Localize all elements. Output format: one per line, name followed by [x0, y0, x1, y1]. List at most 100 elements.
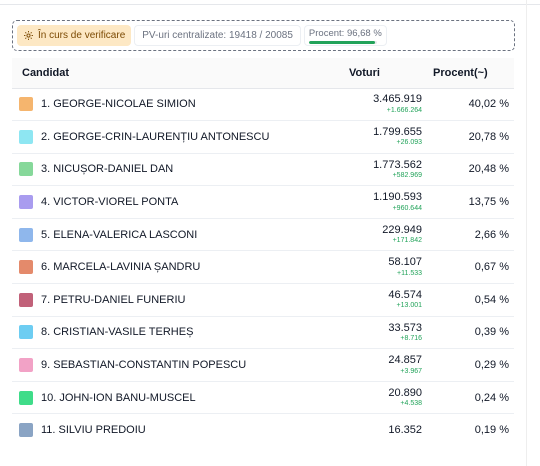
candidate-name: 5. ELENA-VALERICA LASCONI [41, 228, 198, 241]
percent-value: 13,75 % [425, 185, 514, 219]
votes-value: 16.352 [388, 423, 422, 436]
candidate-name: 9. SEBASTIAN-CONSTANTIN POPESCU [41, 359, 247, 372]
votes-cell: 3.465.919 +1.666.264 [345, 88, 425, 122]
votes-cell: 33.573 +8.716 [345, 316, 425, 350]
top-divider [0, 4, 540, 5]
table-row: 1. GEORGE-NICOLAE SIMION 3.465.919 +1.666.… [12, 88, 514, 122]
candidate-color-swatch [19, 390, 33, 405]
percent-badge: Procent: 96,68 % [303, 25, 387, 46]
percent-value: 0,67 % [425, 250, 514, 285]
votes-value: 33.573 [388, 321, 422, 334]
candidate-cell: 1. GEORGE-NICOLAE SIMION [12, 88, 345, 122]
votes-delta: +8.716 [400, 335, 422, 343]
candidate-name: 10. JOHN-ION BANU-MUSCEL [41, 391, 196, 404]
candidate-cell: 8. CRISTIAN-VASILE TERHEȘ [12, 316, 345, 350]
table-row: 8. CRISTIAN-VASILE TERHEȘ 33.573 +8.716 0,3… [12, 316, 514, 350]
percent-value: 40,02 % [425, 88, 514, 122]
candidate-color-swatch [19, 195, 33, 210]
percent-value: 2,66 % [425, 218, 514, 252]
votes-cell: 229.949 +171.842 [345, 218, 425, 252]
percent-value: 20,78 % [425, 120, 514, 154]
side-divider [526, 0, 527, 466]
candidate-cell: 9. SEBASTIAN-CONSTANTIN POPESCU [12, 348, 345, 382]
votes-cell: 1.799.655 +26.093 [345, 120, 425, 154]
candidate-name: 11. SILVIU PREDOIU [41, 424, 146, 437]
votes-value: 3.465.919 [373, 93, 422, 106]
percent-value: 0,24 % [425, 381, 514, 415]
candidate-color-swatch [19, 260, 33, 275]
results-status-bar: În curs de verificare PV-uri centralizat… [12, 20, 515, 51]
candidate-cell: 11. SILVIU PREDOIU [12, 414, 345, 447]
table-row: 7. PETRU-DANIEL FUNERIU 46.574 +13.001 0,54… [12, 283, 514, 317]
candidate-name: 8. CRISTIAN-VASILE TERHEȘ [41, 326, 194, 339]
votes-delta: +11.533 [397, 269, 422, 277]
votes-cell: 20.890 +4.538 [345, 381, 425, 415]
candidate-cell: 5. ELENA-VALERICA LASCONI [12, 218, 345, 252]
results-table: Candidat Voturi Procent(~) 1. GEORGE-NIC… [12, 58, 514, 447]
header-candidate[interactable]: Candidat [12, 58, 345, 89]
header-votes[interactable]: Voturi [345, 58, 425, 89]
candidate-cell: 3. NICUȘOR-DANIEL DAN [12, 153, 345, 187]
percent-value: 0,19 % [474, 424, 509, 437]
candidate-name: 2. GEORGE-CRIN-LAURENȚIU ANTONESCU [41, 130, 270, 143]
verification-status-badge: În curs de verificare [17, 25, 132, 46]
candidate-cell: 6. MARCELA-LAVINIA ȘANDRU [12, 250, 345, 285]
candidate-cell: 4. VICTOR-VIOREL PONTA [12, 185, 345, 219]
candidate-color-swatch [19, 325, 33, 340]
candidate-name: 6. MARCELA-LAVINIA ȘANDRU [41, 261, 201, 274]
votes-delta: +4.538 [400, 400, 422, 408]
candidate-name: 3. NICUȘOR-DANIEL DAN [41, 163, 174, 176]
votes-value: 58.107 [388, 256, 422, 269]
candidate-cell: 7. PETRU-DANIEL FUNERIU [12, 283, 345, 317]
percent-value: 0,39 % [425, 316, 514, 350]
table-row: 9. SEBASTIAN-CONSTANTIN POPESCU 24.857 +3.… [12, 348, 514, 382]
votes-value: 46.574 [388, 288, 422, 301]
candidate-color-swatch [19, 358, 33, 373]
votes-delta: +582.969 [392, 172, 422, 180]
votes-value: 1.190.593 [373, 191, 422, 204]
candidate-name: 7. PETRU-DANIEL FUNERIU [41, 293, 186, 306]
candidate-cell: 2. GEORGE-CRIN-LAURENȚIU ANTONESCU [12, 120, 345, 154]
table-row: 6. MARCELA-LAVINIA ȘANDRU 58.107 +11.533 0,… [12, 250, 514, 285]
votes-delta: +3.967 [400, 367, 422, 375]
candidate-color-swatch [19, 227, 33, 242]
votes-delta: +1.666.264 [386, 106, 422, 114]
votes-delta: +26.093 [396, 139, 423, 147]
percent-progress-track [308, 40, 377, 44]
gear-icon [23, 30, 34, 41]
pv-count-badge: PV-uri centralizate: 19418 / 20085 [134, 25, 301, 46]
votes-value: 229.949 [382, 223, 422, 236]
percent-label: Procent: 96,68 % [308, 27, 382, 39]
candidate-color-swatch [19, 423, 33, 438]
votes-cell: 1.190.593 +960.644 [345, 185, 425, 219]
votes-cell: 16.352 [345, 414, 425, 447]
candidate-color-swatch [19, 129, 33, 144]
table-row: 4. VICTOR-VIOREL PONTA 1.190.593 +960.644 1… [12, 185, 514, 219]
votes-cell: 24.857 +3.967 [345, 348, 425, 382]
table-row: 2. GEORGE-CRIN-LAURENȚIU ANTONESCU 1.799.… [12, 120, 514, 154]
votes-value: 24.857 [388, 354, 422, 367]
table-row: 11. SILVIU PREDOIU 16.352 0,19 % [12, 414, 514, 447]
verification-status-label: În curs de verificare [38, 30, 126, 41]
candidate-color-swatch [19, 97, 33, 112]
votes-value: 1.799.655 [373, 125, 422, 138]
candidate-color-swatch [19, 292, 33, 307]
votes-delta: +13.001 [396, 302, 423, 310]
percent-progress-fill [308, 40, 375, 44]
votes-delta: +960.644 [392, 204, 422, 212]
candidate-name: 4. VICTOR-VIOREL PONTA [41, 196, 179, 209]
table-row: 10. JOHN-ION BANU-MUSCEL 20.890 +4.538 0,24… [12, 381, 514, 415]
candidate-cell: 10. JOHN-ION BANU-MUSCEL [12, 381, 345, 415]
percent-value: 0,29 % [425, 348, 514, 382]
votes-cell: 1.773.562 +582.969 [345, 153, 425, 187]
table-row: 3. NICUȘOR-DANIEL DAN 1.773.562 +582.969 20… [12, 153, 514, 187]
candidate-color-swatch [19, 162, 33, 177]
votes-cell: 46.574 +13.001 [345, 283, 425, 317]
votes-value: 1.773.562 [373, 158, 422, 171]
percent-value: 20,48 % [425, 153, 514, 187]
candidate-name: 1. GEORGE-NICOLAE SIMION [41, 98, 196, 111]
votes-cell: 58.107 +11.533 [345, 250, 425, 285]
votes-delta: +171.842 [392, 237, 422, 245]
percent-value: 0,54 % [425, 283, 514, 317]
header-percent[interactable]: Procent(~) [425, 58, 514, 89]
